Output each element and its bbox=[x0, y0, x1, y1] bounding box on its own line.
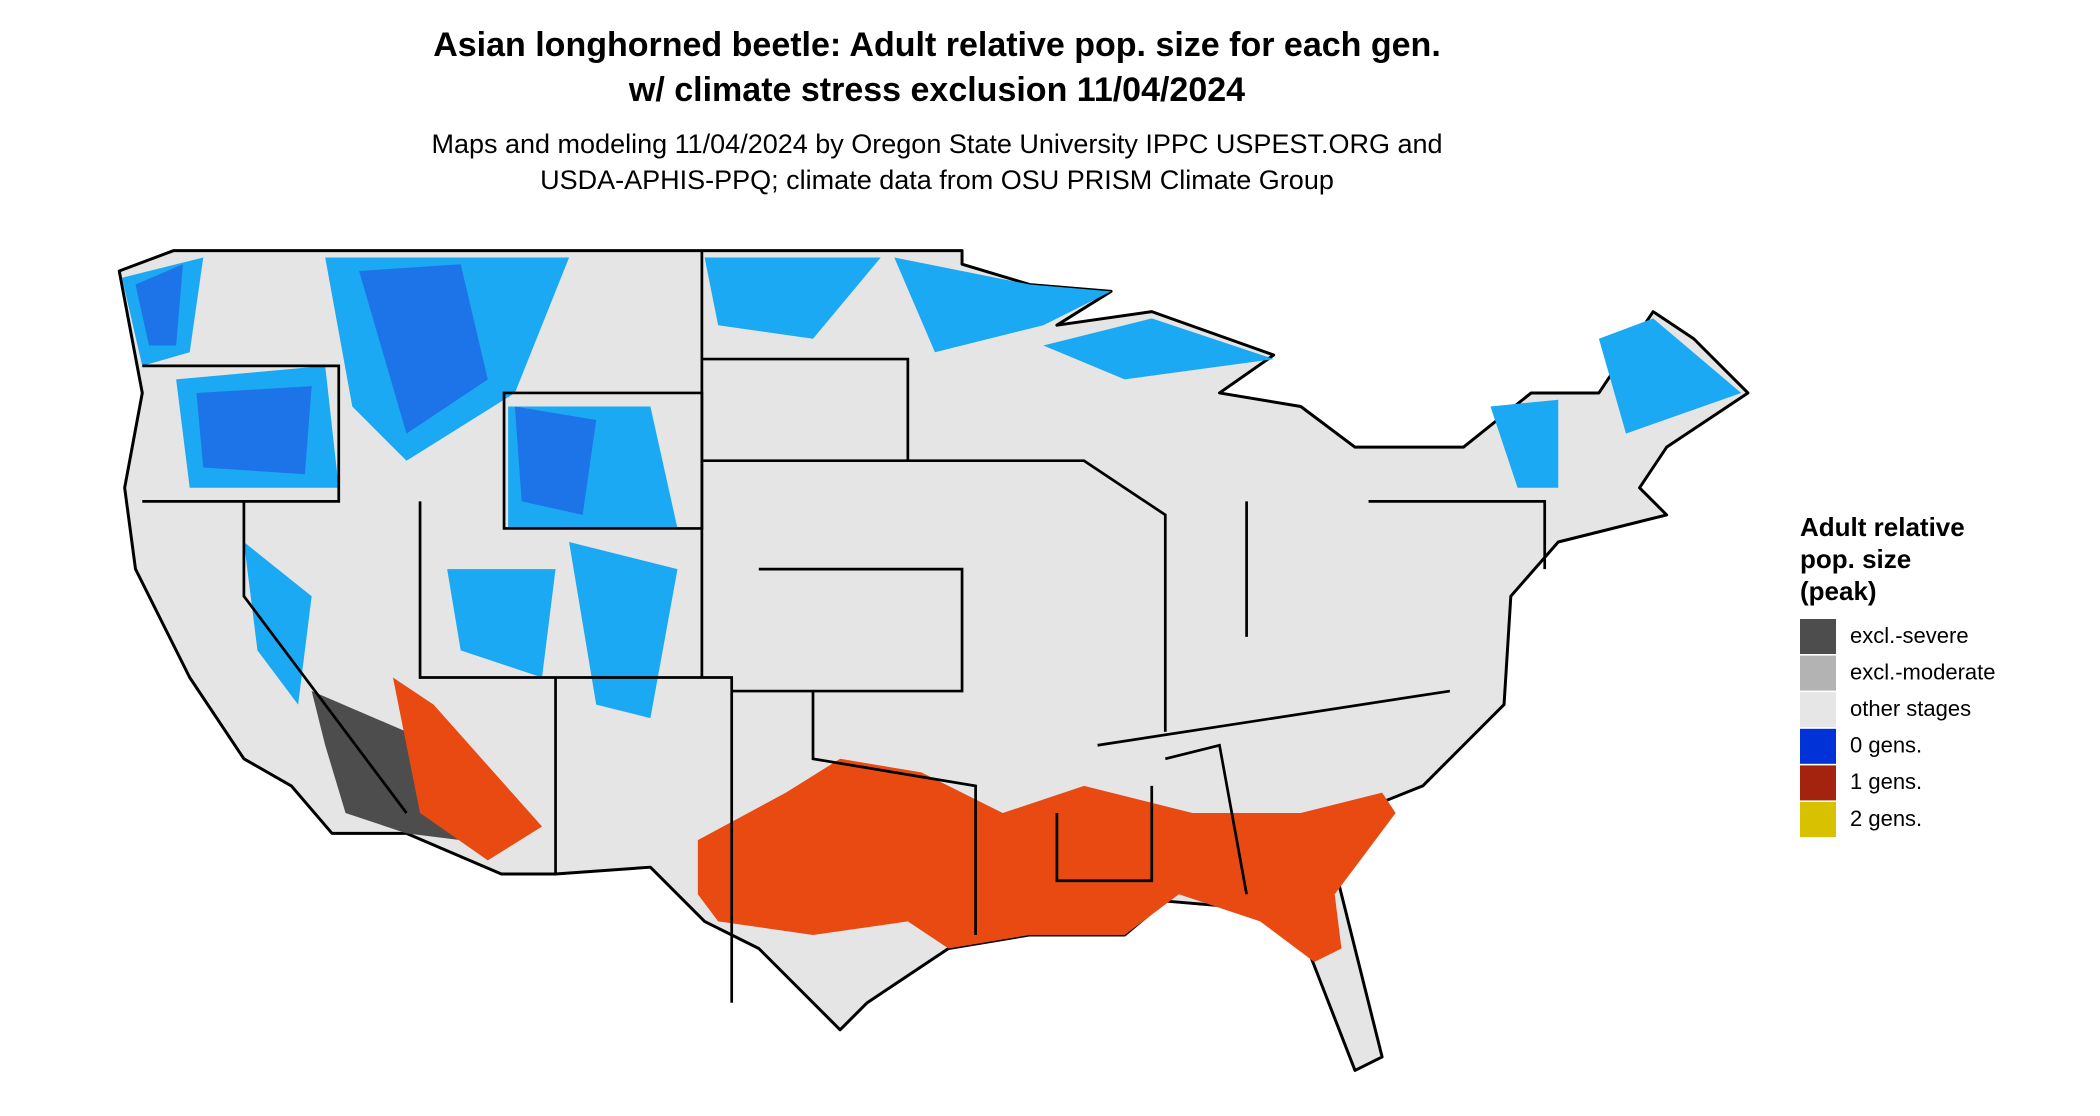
zero-gen-dense bbox=[135, 264, 597, 515]
legend-label: 2 gens. bbox=[1850, 806, 1922, 831]
legend-swatch bbox=[1800, 619, 1836, 654]
legend-label: excl.-severe bbox=[1850, 623, 1969, 648]
legend-title: (peak) bbox=[1800, 576, 1877, 606]
legend-label: other stages bbox=[1850, 696, 1971, 721]
one-gen-area bbox=[697, 758, 1396, 963]
title-line: w/ climate stress exclusion 11/04/2024 bbox=[628, 71, 1245, 109]
us-map bbox=[117, 249, 1750, 1072]
title-line: Asian longhorned beetle: Adult relative … bbox=[433, 26, 1441, 64]
subtitle-line: USDA-APHIS-PPQ; climate data from OSU PR… bbox=[540, 165, 1334, 195]
legend-swatch bbox=[1800, 728, 1836, 764]
legend-title: Adult relative bbox=[1800, 512, 1965, 542]
legend: excl.-severe excl.-moderate other stages 0 … bbox=[1800, 619, 1996, 837]
legend-swatch bbox=[1800, 655, 1836, 691]
legend-swatch bbox=[1800, 802, 1836, 837]
legend-label: excl.-moderate bbox=[1850, 659, 1996, 684]
legend-label: 1 gens. bbox=[1850, 769, 1922, 794]
one-gen-area bbox=[392, 677, 542, 861]
subtitle-line: Maps and modeling 11/04/2024 by Oregon S… bbox=[431, 129, 1442, 159]
legend-title: pop. size bbox=[1800, 544, 1911, 574]
legend-label: 0 gens. bbox=[1850, 733, 1922, 758]
legend-swatch bbox=[1800, 692, 1836, 728]
legend-swatch bbox=[1800, 765, 1836, 801]
state-lines bbox=[142, 250, 1547, 1003]
